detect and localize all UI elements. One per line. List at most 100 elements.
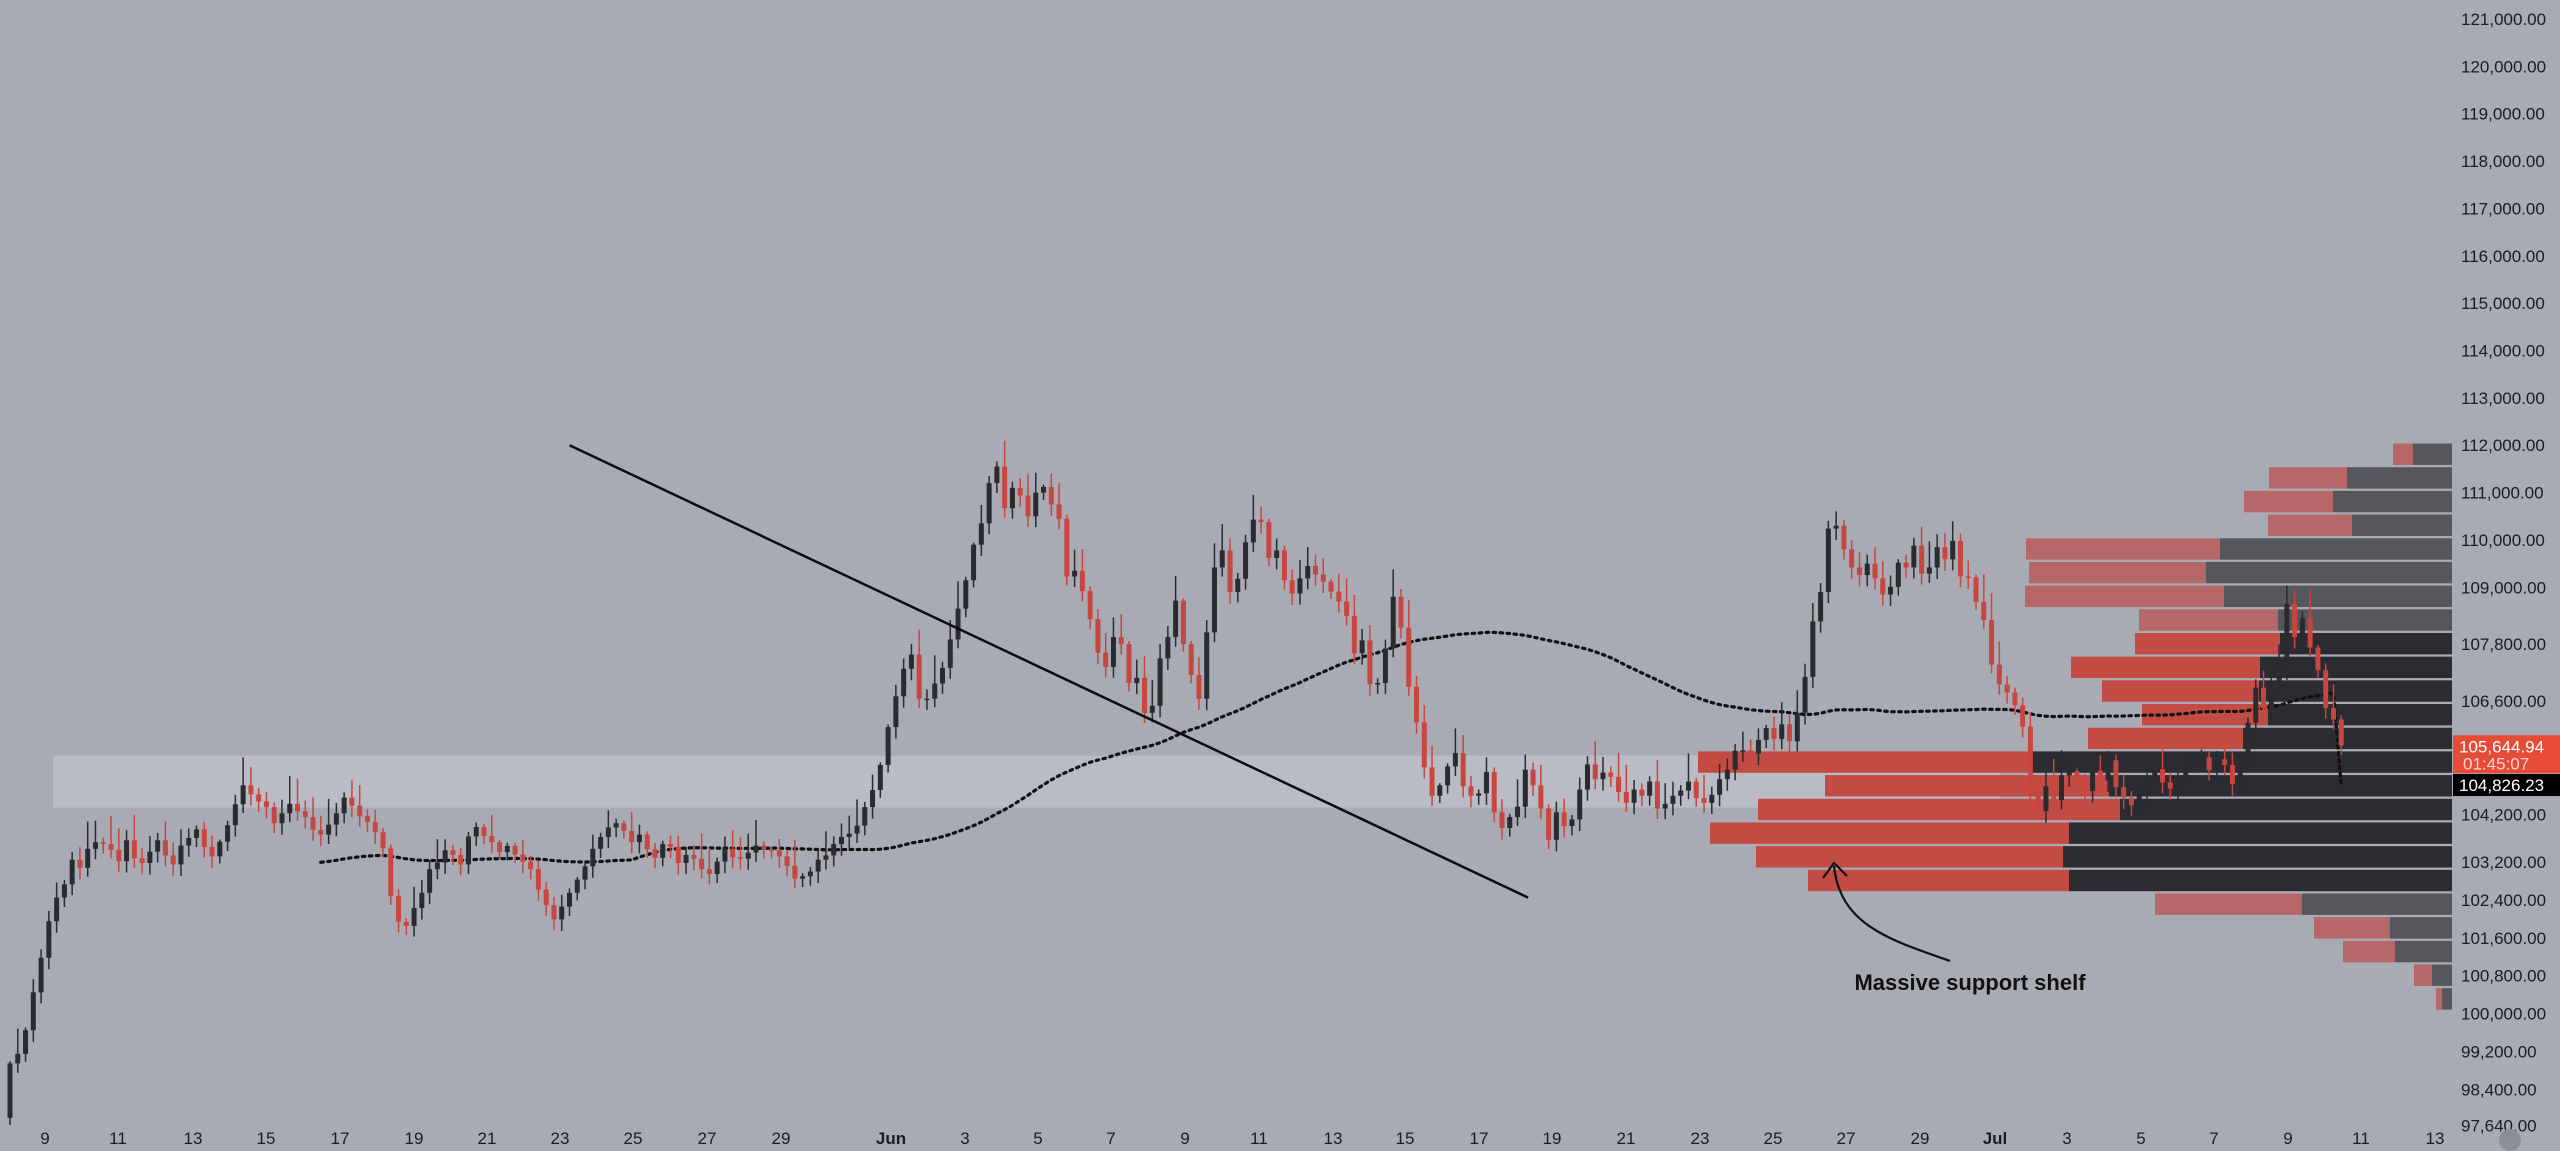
candle [1398,588,1404,639]
candle-body [699,858,705,870]
candle-body [1530,769,1536,786]
candle-body [1243,542,1249,579]
candle [1180,598,1186,652]
candle [1888,575,1894,606]
candle-body [1794,712,1800,742]
candle [364,809,370,833]
candle-body [217,841,223,857]
candle [1142,655,1148,724]
candle [932,655,938,708]
candle-body [450,850,456,855]
candle [1608,766,1614,788]
candle [901,658,907,708]
candle-body [535,869,541,890]
candle-body [2276,668,2282,688]
date-axis-label: 19 [405,1129,424,1148]
descending-trendline[interactable] [568,444,1529,899]
candle-body [2307,618,2313,648]
profile-bear-bar [2155,893,2302,915]
candle-body [2090,770,2096,792]
candle-body [831,844,837,856]
candle-body [2043,786,2049,811]
candle [691,844,697,871]
candle-body [2245,722,2251,763]
candle [994,461,1000,494]
candle [38,949,44,1004]
candle-body [1647,781,1653,796]
price-axis-label: 116,000.00 [2461,247,2545,266]
candle-body [2175,776,2181,789]
candle-body [1009,487,1015,509]
price-axis-label: 118,000.00 [2461,152,2545,171]
candle [1165,626,1171,670]
candle [1732,744,1738,781]
candle [1196,657,1202,710]
candle [512,842,518,863]
candle [403,918,409,935]
candle-body [1491,772,1497,813]
candle [2229,752,2235,796]
candle [201,821,207,858]
candle-body [380,832,386,849]
candle [380,828,386,858]
candle [1460,735,1466,798]
candle [458,847,464,876]
candle [1312,554,1318,587]
candle [2012,687,2018,715]
candle [2323,663,2329,719]
candle-body [1810,621,1816,677]
candle-body [893,696,899,728]
candle [1429,745,1435,807]
candle [427,859,433,905]
candle-body [1289,580,1295,594]
candle-body [1142,677,1148,713]
candle-body [2020,705,2026,727]
candle [372,809,378,844]
candle-body [823,855,829,860]
candle [2152,759,2158,792]
candle-body [1305,566,1311,579]
candle [2198,749,2204,771]
candle-body [1258,519,1264,522]
candle-body [1919,545,1925,574]
candle [636,824,642,854]
candle [1072,549,1078,588]
candle-body [559,906,565,920]
candle [1810,603,1816,688]
settings-dot-icon[interactable] [2499,1129,2521,1151]
candle-body [481,827,487,837]
candle [170,842,176,877]
candle [2082,774,2088,802]
candle-body [1359,640,1365,654]
candle [2051,758,2057,809]
candle-body [1639,789,1645,796]
candle-body [1825,528,1831,593]
candle [893,684,899,739]
candle-body [100,842,106,845]
candle-body [1989,620,1995,665]
profile-bear-bar [2414,964,2432,986]
moving-average-value: 104,826.23 [2459,776,2544,795]
profile-bull-bar [2109,775,2452,797]
candle-body [2253,687,2259,723]
candle-body [605,827,611,837]
candle [2261,670,2267,720]
candle [1499,799,1505,840]
date-axis-label: 9 [1180,1129,1189,1148]
candle-body [23,1030,29,1054]
candle-body [2261,687,2267,709]
candle-body [737,857,743,859]
candle-body [225,825,231,842]
candle [92,820,98,860]
candle-body [994,466,1000,484]
candle-body [807,871,813,877]
profile-bull-bar [2206,561,2452,584]
profile-bear-bar [2071,656,2260,679]
candle-body [2323,670,2329,709]
candle-body [248,785,254,795]
candle [1662,783,1668,820]
candle-body [2058,775,2064,801]
candle [411,886,417,937]
